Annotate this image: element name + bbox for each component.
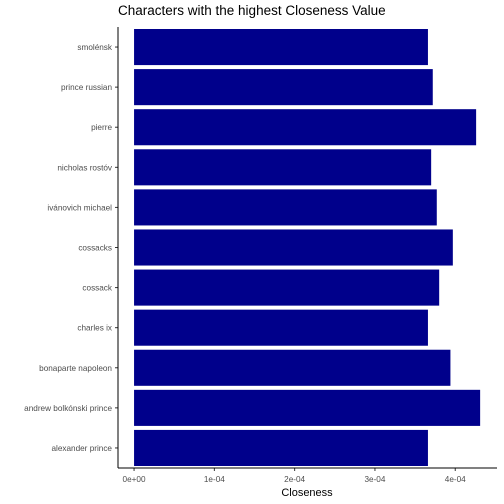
y-tick-label: pierre bbox=[91, 123, 112, 132]
y-tick-label: charles ix bbox=[77, 324, 112, 333]
bar bbox=[134, 349, 451, 386]
x-tick-label: 1e-04 bbox=[204, 475, 225, 484]
y-tick-label: andrew bolkónski prince bbox=[24, 404, 112, 413]
x-tick-label: 3e-04 bbox=[364, 475, 385, 484]
bar bbox=[134, 109, 477, 146]
bars-group bbox=[134, 29, 481, 466]
chart-title: Characters with the highest Closeness Va… bbox=[118, 3, 386, 18]
bar bbox=[134, 389, 481, 426]
bar bbox=[134, 429, 428, 466]
bar bbox=[134, 69, 433, 106]
y-tick-label: bonaparte napoleon bbox=[39, 364, 112, 373]
bar bbox=[134, 229, 453, 266]
y-tick-label: alexander prince bbox=[51, 444, 112, 453]
bar bbox=[134, 309, 428, 346]
x-tick-label: 0e+00 bbox=[123, 475, 146, 484]
y-tick-label: ivánovich michael bbox=[47, 203, 112, 212]
x-tick-label: 4e-04 bbox=[445, 475, 466, 484]
x-axis: 0e+00 1e-04 2e-04 3e-04 4e-04 bbox=[123, 468, 466, 484]
bar bbox=[134, 149, 432, 186]
bar bbox=[134, 269, 440, 306]
y-axis: smolénsk prince russian pierre nicholas ros… bbox=[24, 43, 118, 453]
y-tick-label: prince russian bbox=[61, 83, 112, 92]
x-tick-label: 2e-04 bbox=[284, 475, 305, 484]
y-tick-label: cossacks bbox=[78, 244, 112, 253]
bar bbox=[134, 189, 437, 226]
y-tick-label: nicholas rostóv bbox=[57, 163, 113, 172]
y-tick-label: smolénsk bbox=[77, 43, 112, 52]
y-tick-label: cossack bbox=[82, 284, 112, 293]
x-axis-title: Closeness bbox=[281, 487, 333, 499]
bar bbox=[134, 29, 428, 66]
